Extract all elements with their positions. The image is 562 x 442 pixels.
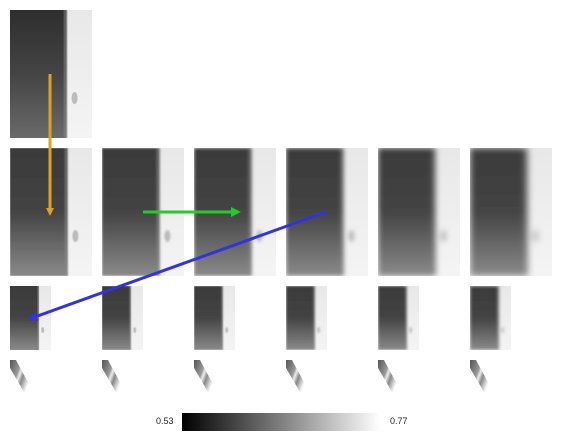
feature-map-r3-c3: [286, 360, 306, 392]
feature-map-r1-c2: [194, 148, 276, 276]
feature-map-r2-c4: [378, 286, 419, 350]
feature-map-r3-c5: [470, 360, 490, 392]
colorbar: [182, 413, 380, 431]
feature-map-r2-c5: [470, 286, 511, 350]
feature-map-r3-c0: [10, 360, 30, 392]
feature-map-r1-c1: [102, 148, 184, 276]
feature-map-r1-c3: [286, 148, 368, 276]
colorbar-max-label: 0.77: [390, 416, 408, 426]
feature-map-r1-c0: [10, 148, 92, 276]
feature-map-r1-c5: [470, 148, 552, 276]
feature-map-r3-c4: [378, 360, 398, 392]
feature-map-r2-c3: [286, 286, 327, 350]
feature-map-r2-c2: [194, 286, 235, 350]
feature-map-r2-c1: [102, 286, 143, 350]
colorbar-min-label: 0.53: [156, 416, 174, 426]
feature-map-r3-c1: [102, 360, 122, 392]
feature-map-r1-c4: [378, 148, 460, 276]
feature-map-r2-c0: [10, 286, 51, 350]
feature-map-r0-c0: [10, 10, 92, 138]
feature-map-r3-c2: [194, 360, 214, 392]
